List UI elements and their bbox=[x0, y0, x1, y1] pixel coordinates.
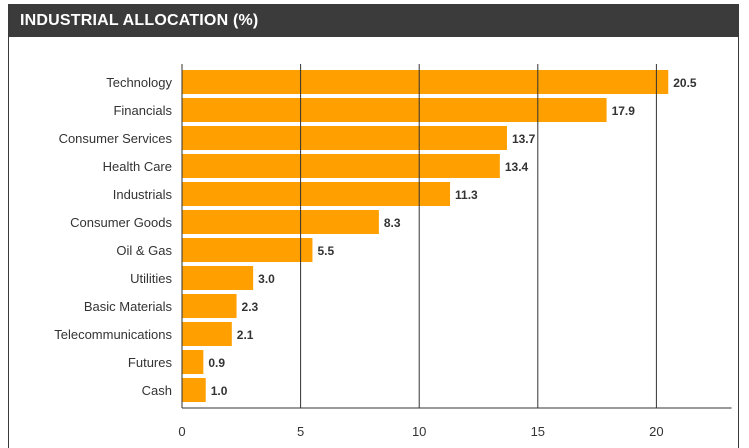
x-tick-label: 10 bbox=[412, 424, 426, 439]
x-tick-label: 15 bbox=[531, 424, 545, 439]
bar-financials bbox=[182, 98, 607, 122]
chart-title: INDUSTRIAL ALLOCATION (%) bbox=[20, 12, 259, 29]
value-label: 13.4 bbox=[505, 160, 529, 174]
category-label: Telecommunications bbox=[54, 327, 172, 342]
bar-consumer-services bbox=[182, 126, 507, 150]
bar-consumer-goods bbox=[182, 210, 379, 234]
category-label: Cash bbox=[142, 383, 172, 398]
category-label: Technology bbox=[106, 75, 172, 90]
value-label: 17.9 bbox=[612, 104, 636, 118]
value-label: 3.0 bbox=[258, 272, 275, 286]
value-label: 20.5 bbox=[673, 76, 697, 90]
category-label: Utilities bbox=[130, 271, 172, 286]
value-label: 2.1 bbox=[237, 328, 254, 342]
x-tick-label: 5 bbox=[297, 424, 304, 439]
bar-futures bbox=[182, 350, 204, 374]
category-label: Consumer Goods bbox=[70, 215, 172, 230]
bar-health-care bbox=[182, 154, 500, 178]
value-label: 8.3 bbox=[384, 216, 401, 230]
value-label: 0.9 bbox=[208, 356, 225, 370]
category-label: Financials bbox=[113, 103, 172, 118]
value-label: 13.7 bbox=[512, 132, 536, 146]
bar-technology bbox=[182, 70, 669, 94]
category-label: Industrials bbox=[113, 187, 173, 202]
bar-oil-gas bbox=[182, 238, 313, 262]
value-label: 11.3 bbox=[455, 188, 478, 202]
category-label: Health Care bbox=[103, 159, 172, 174]
bar-telecommunications bbox=[182, 322, 232, 346]
value-label: 1.0 bbox=[211, 384, 228, 398]
bar-cash bbox=[182, 378, 206, 402]
bar-utilities bbox=[182, 266, 254, 290]
value-label: 5.5 bbox=[317, 244, 334, 258]
chart-header: INDUSTRIAL ALLOCATION (%) bbox=[9, 5, 738, 37]
bar-industrials bbox=[182, 182, 451, 206]
x-tick-label: 0 bbox=[178, 424, 185, 439]
bar-basic-materials bbox=[182, 294, 237, 318]
x-tick-label: 20 bbox=[649, 424, 663, 439]
category-label: Consumer Services bbox=[59, 131, 173, 146]
category-label: Futures bbox=[128, 355, 173, 370]
category-label: Oil & Gas bbox=[116, 243, 172, 258]
category-label: Basic Materials bbox=[84, 299, 173, 314]
value-label: 2.3 bbox=[242, 300, 259, 314]
